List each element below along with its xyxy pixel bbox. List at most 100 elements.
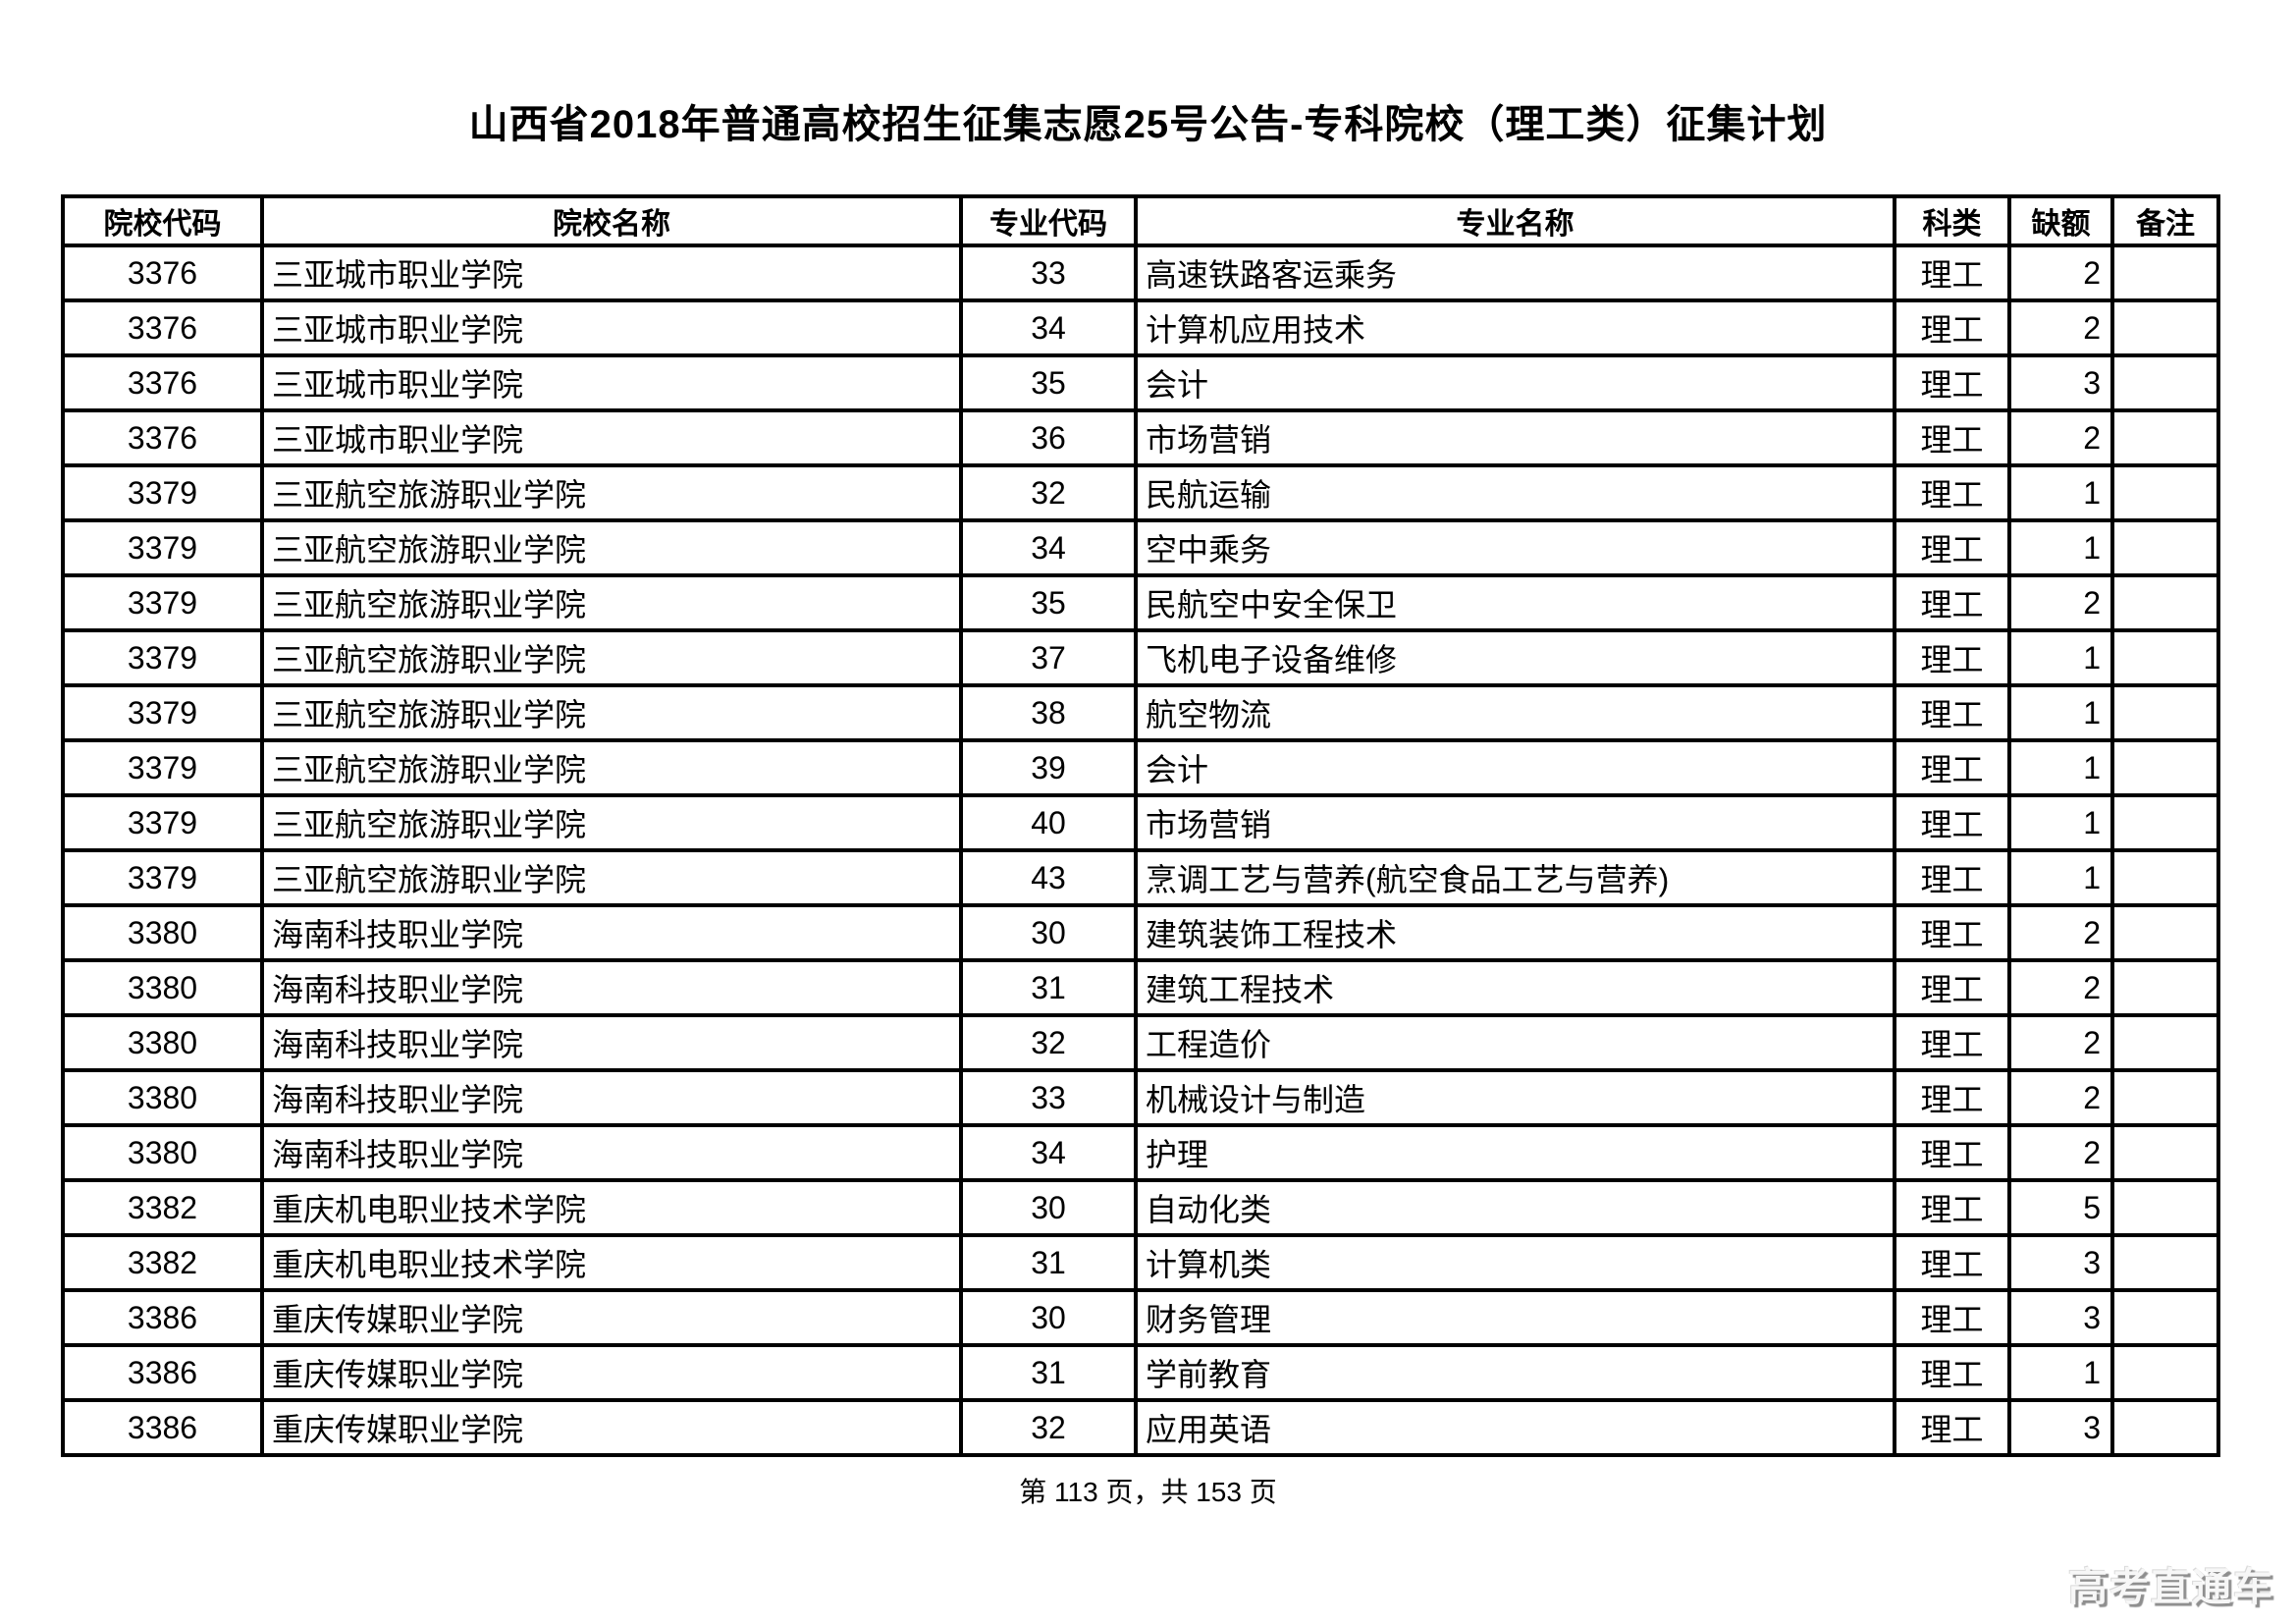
table-cell: 三亚城市职业学院 [260, 298, 963, 357]
table-cell [2110, 628, 2220, 687]
table-cell: 32 [959, 1398, 1138, 1457]
table-cell: 38 [959, 683, 1138, 742]
table-cell: 三亚城市职业学院 [260, 353, 963, 412]
table-row: 3379 三亚航空旅游职业学院 35 民航空中安全保卫 理工 2 [61, 573, 2220, 632]
table-cell: 民航空中安全保卫 [1134, 573, 1896, 632]
table-cell: 3380 [61, 1123, 264, 1182]
table-cell: 31 [959, 1343, 1138, 1402]
table-cell: 3382 [61, 1233, 264, 1292]
table-row: 3379 三亚航空旅游职业学院 34 空中乘务 理工 1 [61, 518, 2220, 577]
table-row: 3376 三亚城市职业学院 35 会计 理工 3 [61, 353, 2220, 412]
table-cell: 35 [959, 353, 1138, 412]
table-cell: 3379 [61, 683, 264, 742]
plan-table: 院校代码 院校名称 专业代码 专业名称 科类 缺额 备注 3376 三亚城市职业学院 33 高速铁… [61, 194, 2220, 1457]
table-cell: 理工 [1893, 738, 2011, 797]
table-cell: 理工 [1893, 683, 2011, 742]
table-cell: 理工 [1893, 573, 2011, 632]
table-cell: 理工 [1893, 1178, 2011, 1237]
table-cell: 理工 [1893, 463, 2011, 522]
table-cell: 三亚城市职业学院 [260, 244, 963, 302]
table-cell: 理工 [1893, 298, 2011, 357]
table-cell: 2 [2007, 298, 2114, 357]
table-row: 3379 三亚航空旅游职业学院 37 飞机电子设备维修 理工 1 [61, 628, 2220, 687]
table-cell: 航空物流 [1134, 683, 1896, 742]
table-cell: 3386 [61, 1288, 264, 1347]
table-row: 3376 三亚城市职业学院 36 市场营销 理工 2 [61, 408, 2220, 467]
page-title: 山西省2018年普通高校招生征集志愿25号公告-专科院校（理工类）征集计划 [468, 103, 1828, 146]
table-cell: 自动化类 [1134, 1178, 1896, 1237]
table-cell [2110, 683, 2220, 742]
table-cell: 3380 [61, 958, 264, 1017]
table-row: 3386 重庆传媒职业学院 32 应用英语 理工 3 [61, 1398, 2220, 1457]
table-cell: 3376 [61, 298, 264, 357]
table-row: 3382 重庆机电职业技术学院 31 计算机类 理工 3 [61, 1233, 2220, 1292]
table-cell: 2 [2007, 1013, 2114, 1072]
watermark-text: 高考直通车 [2068, 1566, 2274, 1609]
table-cell: 重庆传媒职业学院 [260, 1288, 963, 1347]
table-cell: 2 [2007, 573, 2114, 632]
table-cell: 3380 [61, 1013, 264, 1072]
table-cell: 31 [959, 958, 1138, 1017]
table-cell: 重庆机电职业技术学院 [260, 1178, 963, 1237]
table-cell: 三亚航空旅游职业学院 [260, 793, 963, 852]
table-cell: 1 [2007, 793, 2114, 852]
table-row: 3380 海南科技职业学院 33 机械设计与制造 理工 2 [61, 1068, 2220, 1127]
table-cell: 市场营销 [1134, 793, 1896, 852]
table-cell [2110, 573, 2220, 632]
table-cell: 三亚航空旅游职业学院 [260, 573, 963, 632]
table-cell [2110, 1123, 2220, 1182]
table-cell: 3379 [61, 573, 264, 632]
table-cell: 2 [2007, 408, 2114, 467]
table-row: 3379 三亚航空旅游职业学院 38 航空物流 理工 1 [61, 683, 2220, 742]
table-cell [2110, 353, 2220, 412]
table-cell [2110, 793, 2220, 852]
table-cell: 3386 [61, 1398, 264, 1457]
table-cell: 重庆传媒职业学院 [260, 1343, 963, 1402]
table-cell [2110, 1398, 2220, 1457]
table-cell [2110, 1343, 2220, 1402]
table-cell: 海南科技职业学院 [260, 958, 963, 1017]
table-cell: 3376 [61, 408, 264, 467]
table-cell: 三亚航空旅游职业学院 [260, 463, 963, 522]
table-cell: 理工 [1893, 848, 2011, 907]
table-cell: 1 [2007, 738, 2114, 797]
table-cell: 34 [959, 518, 1138, 577]
table-row: 3380 海南科技职业学院 31 建筑工程技术 理工 2 [61, 958, 2220, 1017]
table-cell: 34 [959, 1123, 1138, 1182]
table-cell: 建筑装饰工程技术 [1134, 903, 1896, 962]
table-cell [2110, 1068, 2220, 1127]
table-cell: 2 [2007, 244, 2114, 302]
table-cell: 3379 [61, 738, 264, 797]
table-cell: 飞机电子设备维修 [1134, 628, 1896, 687]
table-cell: 三亚航空旅游职业学院 [260, 683, 963, 742]
table-cell: 2 [2007, 1068, 2114, 1127]
table-cell: 理工 [1893, 1123, 2011, 1182]
table-cell: 理工 [1893, 1013, 2011, 1072]
table-cell: 理工 [1893, 903, 2011, 962]
table-row: 3380 海南科技职业学院 32 工程造价 理工 2 [61, 1013, 2220, 1072]
table-cell: 3 [2007, 353, 2114, 412]
table-row: 3379 三亚航空旅游职业学院 40 市场营销 理工 1 [61, 793, 2220, 852]
table-cell [2110, 1178, 2220, 1237]
table-cell: 重庆传媒职业学院 [260, 1398, 963, 1457]
table-cell: 30 [959, 903, 1138, 962]
table-cell: 理工 [1893, 353, 2011, 412]
page-number-text: 第 113 页，共 153 页 [1019, 1477, 1277, 1507]
header-cell: 院校代码 [61, 194, 264, 247]
table-cell: 30 [959, 1178, 1138, 1237]
table-cell: 35 [959, 573, 1138, 632]
table-cell: 民航运输 [1134, 463, 1896, 522]
table-cell: 3379 [61, 518, 264, 577]
header-cell: 专业名称 [1134, 194, 1896, 247]
table-cell: 2 [2007, 1123, 2114, 1182]
table-cell: 应用英语 [1134, 1398, 1896, 1457]
table-cell: 1 [2007, 848, 2114, 907]
table-cell [2110, 1233, 2220, 1292]
table-cell [2110, 1013, 2220, 1072]
table-cell: 1 [2007, 463, 2114, 522]
table-cell: 计算机类 [1134, 1233, 1896, 1292]
table-cell [2110, 958, 2220, 1017]
table-cell: 32 [959, 1013, 1138, 1072]
table-cell: 理工 [1893, 518, 2011, 577]
